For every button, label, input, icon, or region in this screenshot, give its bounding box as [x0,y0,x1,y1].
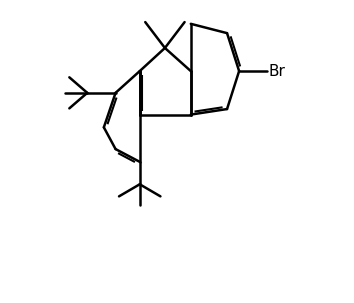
Text: Br: Br [268,64,285,78]
